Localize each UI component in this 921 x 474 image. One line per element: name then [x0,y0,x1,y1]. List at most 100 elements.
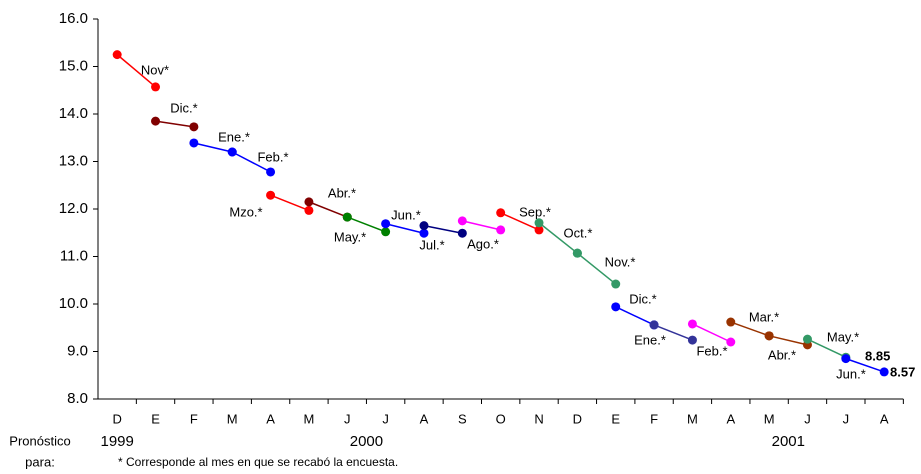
y-tick-label: 13.0 [59,152,88,169]
point [534,218,544,228]
y-tick-label: 9.0 [67,342,88,359]
year-label: 1999 [100,433,133,450]
point [189,122,199,132]
series-line [653,324,693,341]
x-tick-label: A [266,411,275,426]
x-tick-label: O [496,411,506,426]
y-tick-label: 8.0 [67,390,88,407]
year-label: 2001 [772,433,805,450]
series-line [576,252,617,285]
series-label: Nov.* [605,254,636,269]
x-tick-label: E [151,411,160,426]
point [611,279,621,289]
x-tick-label: M [687,411,698,426]
series-label: Sep.* [519,204,551,219]
point [611,302,621,312]
series-line [347,216,386,233]
x-tick-label: A [880,411,889,426]
point [726,317,736,327]
series-label: Abr.* [328,185,356,200]
series-label: Jul.* [419,237,444,252]
y-tick-label: 15.0 [59,57,88,74]
x-tick-label: J [804,411,811,426]
series-line [615,306,655,326]
point [266,190,276,200]
x-tick-label: J [843,411,850,426]
series-line [462,220,501,231]
x-tick-label: A [420,411,429,426]
point [381,219,391,229]
series-line [807,338,847,358]
point [687,335,697,345]
series-label: Mar.* [749,309,779,324]
point [879,367,889,377]
y-tick-label: 10.0 [59,295,88,312]
footnote: * Corresponde al mes en que se recabó la… [118,455,398,469]
series-label: Feb.* [257,149,288,164]
series-line [308,201,348,218]
series-label: Abr.* [768,347,796,362]
x-tick-label: M [304,411,315,426]
series-label: Ago.* [467,236,499,251]
x-tick-label: M [227,411,238,426]
point [496,208,506,218]
point [649,320,659,330]
point [572,248,582,258]
series-line [385,222,425,234]
point [802,334,812,344]
point [496,225,506,235]
point [841,354,851,364]
y-tick-label: 11.0 [60,247,88,264]
point [189,138,199,148]
point [419,221,429,231]
data-label: 8.85 [865,348,890,363]
series-line [845,357,885,373]
point [266,167,276,177]
x-tick-label: A [726,411,735,426]
x-tick-label: D [112,411,121,426]
x-tick-label: F [190,411,198,426]
point [687,319,697,329]
series-line [116,54,157,88]
y-tick-label: 12.0 [59,200,88,217]
series-line [730,321,770,337]
point [227,147,237,157]
x-axis-label: para: [25,454,55,469]
series-label: Dic.* [170,100,197,115]
point [151,116,161,126]
y-tick-label: 16.0 [59,10,88,27]
series-label: Oct.* [564,225,593,240]
series-label: Feb.* [696,343,727,358]
point [457,228,467,238]
series-line [692,323,732,343]
series-line [193,142,233,153]
series-label: Nov* [141,62,169,77]
point [304,205,314,215]
point [342,212,352,222]
series-line [270,194,310,212]
series-label: Mzo.* [229,204,262,219]
series-label: May.* [827,329,859,344]
y-tick-label: 14.0 [59,105,88,122]
x-tick-label: F [650,411,658,426]
series-line [231,151,271,173]
series-line [538,222,578,254]
point [151,82,161,92]
point [726,337,736,347]
point [534,225,544,235]
point [764,331,774,341]
x-tick-label: N [534,411,543,426]
x-tick-label: M [764,411,775,426]
x-tick-label: D [573,411,582,426]
data-label: 8.57 [890,364,915,379]
point [304,197,314,207]
series-label: Dic.* [629,291,656,306]
series-label: May.* [334,229,366,244]
series-label: Jun.* [391,207,421,222]
series-line [423,224,463,234]
year-label: 2000 [350,433,383,450]
x-tick-label: J [382,411,389,426]
series-line [155,120,194,128]
x-tick-label: J [344,411,351,426]
